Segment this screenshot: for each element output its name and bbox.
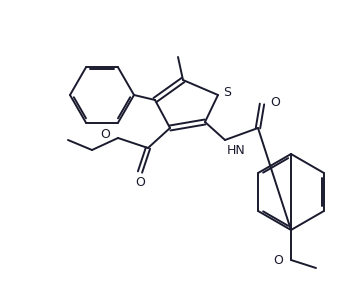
- Text: O: O: [135, 176, 145, 189]
- Text: HN: HN: [227, 144, 246, 157]
- Text: O: O: [273, 254, 283, 268]
- Text: O: O: [100, 128, 110, 142]
- Text: O: O: [270, 95, 280, 108]
- Text: S: S: [223, 86, 231, 99]
